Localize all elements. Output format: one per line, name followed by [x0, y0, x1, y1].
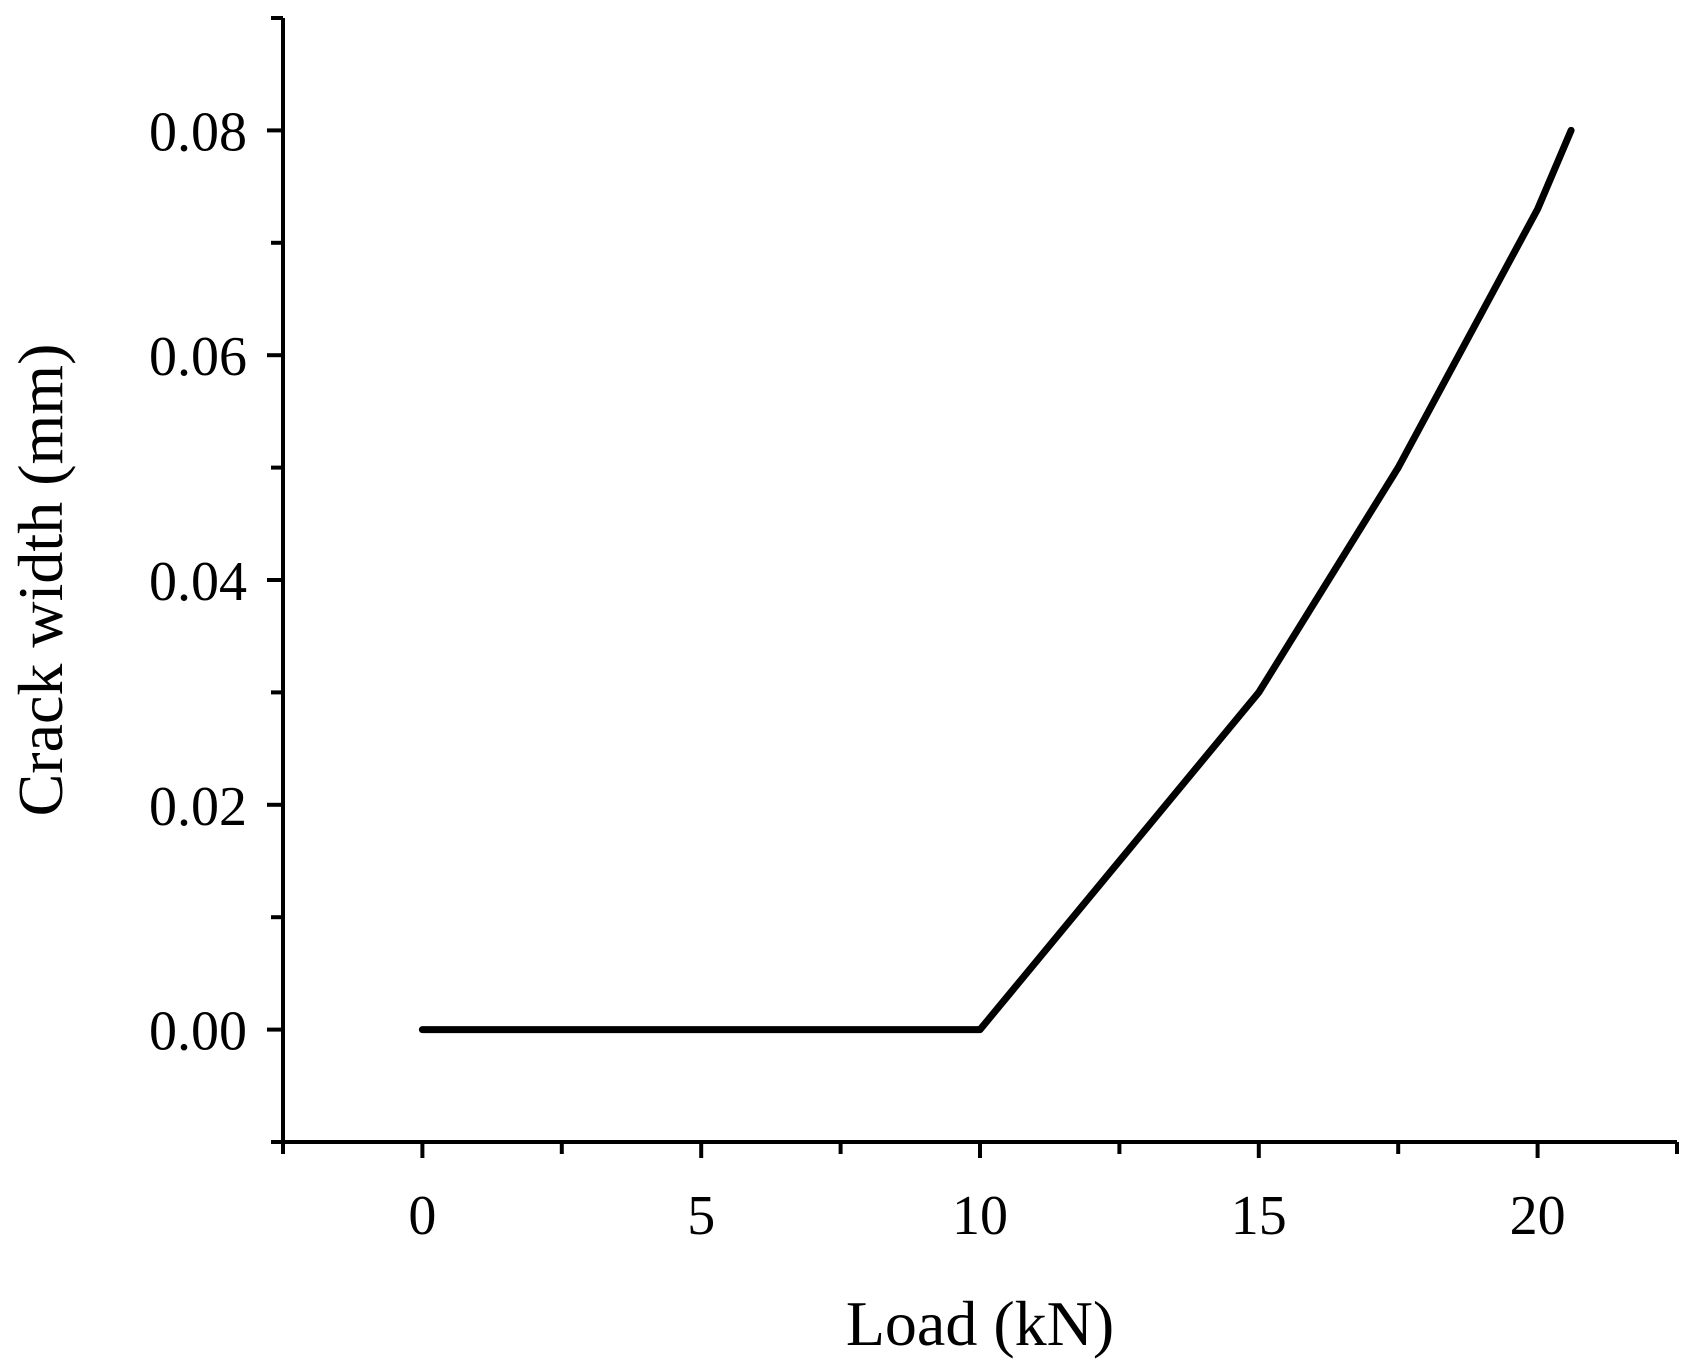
y-tick-label: 0.06: [149, 326, 247, 388]
y-axis-title: Crack width (mm): [5, 344, 76, 817]
x-tick-label: 20: [1510, 1185, 1566, 1247]
x-tick-label: 5: [687, 1185, 715, 1247]
axes: [281, 18, 1677, 1144]
x-tick-label: 0: [408, 1185, 436, 1247]
series-layer: [418, 126, 1575, 1034]
ticks: [267, 16, 1679, 1158]
y-tick-label: 0.02: [149, 776, 247, 838]
y-tick-label: 0.00: [149, 1001, 247, 1063]
y-tick-label: 0.08: [149, 101, 247, 163]
tick-labels: 0 5 10 15 20 0.00 0.02 0.04 0.06 0.08: [149, 101, 1566, 1247]
x-tick-label: 10: [952, 1185, 1008, 1247]
y-tick-label: 0.04: [149, 551, 247, 613]
series-line: [418, 126, 1575, 1034]
x-tick-label: 15: [1231, 1185, 1287, 1247]
x-axis-title: Load (kN): [846, 1288, 1114, 1359]
